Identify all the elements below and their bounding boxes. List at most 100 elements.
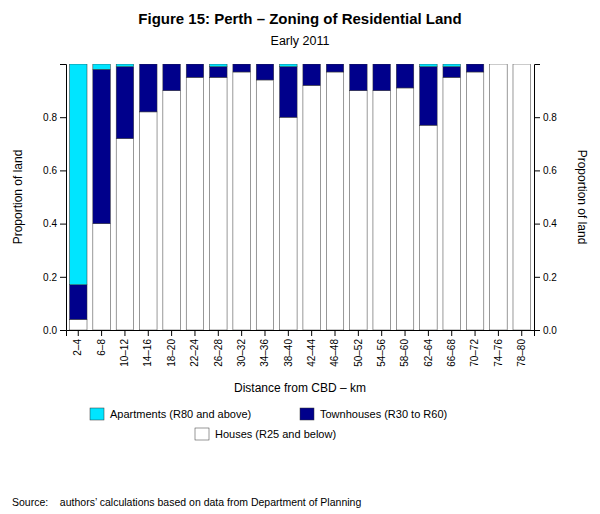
bar: [326, 72, 344, 330]
x-tick-line: [311, 330, 312, 336]
legend-swatch: [300, 408, 314, 420]
bar: [443, 67, 461, 78]
bar: [350, 64, 368, 65]
y2-axis: 0.0 0.2 0.4 0.6 0.8: [534, 65, 557, 336]
y-axis-line: [60, 65, 67, 331]
bar: [420, 64, 438, 67]
x-tick: 30–32: [236, 330, 247, 367]
legend-item: Townhouses (R30 to R60): [300, 408, 447, 420]
bar: [326, 64, 344, 65]
y2-tick-line: [534, 224, 540, 225]
x-tick-line: [405, 330, 406, 336]
x-tick: 50–52: [353, 330, 364, 367]
x-tick: 22–24: [189, 330, 200, 367]
bar: [350, 91, 368, 330]
legend: Apartments (R80 and above) Townhouses (R3…: [90, 408, 447, 440]
x-tick-line: [428, 330, 429, 336]
x-tick-line: [358, 330, 359, 336]
bar: [93, 224, 111, 330]
y2-tick: 0.8: [534, 112, 557, 123]
y-tick: 0.6: [43, 165, 66, 176]
x-tick-line: [241, 330, 242, 336]
x-tick: 58–60: [399, 330, 410, 367]
bar: [466, 64, 484, 65]
x-tick-label: 62–64: [423, 339, 434, 367]
y-tick-line: [60, 117, 66, 118]
bar: [490, 64, 508, 330]
x-tick: 2–4: [72, 330, 83, 356]
bar: [326, 64, 344, 72]
bar: [443, 77, 461, 330]
x-axis-title: Distance from CBD – km: [234, 381, 366, 395]
x-tick: 54–56: [376, 330, 387, 367]
bar: [280, 67, 298, 118]
x-tick-line: [264, 330, 265, 336]
x-tick-line: [475, 330, 476, 336]
y2-tick: 0.2: [534, 272, 557, 283]
y2-tick-line: [534, 170, 540, 171]
x-tick-label: 6–8: [96, 339, 107, 356]
legend-swatch: [195, 428, 209, 440]
bar: [303, 64, 321, 65]
x-tick-line: [218, 330, 219, 336]
y-axis: 0.00.20.40.60.8: [43, 65, 66, 336]
bar: [280, 64, 298, 67]
x-tick-label: 70–72: [469, 339, 480, 367]
y2-tick-label: 0.6: [543, 165, 557, 176]
bar: [140, 64, 158, 65]
bar: [186, 64, 204, 65]
y-tick-line: [60, 170, 66, 171]
bar: [70, 64, 88, 285]
bar: [280, 117, 298, 330]
x-tick-label: 66–68: [446, 339, 457, 367]
bar: [93, 69, 111, 223]
y2-tick-label: 0.4: [543, 218, 557, 229]
y2-tick-label: 0.8: [543, 112, 557, 123]
y2-tick-label: 0.0: [543, 325, 557, 336]
x-tick-label: 50–52: [353, 339, 364, 367]
x-tick-label: 42–44: [306, 339, 317, 367]
y2-tick: 0.4: [534, 218, 557, 229]
bar: [373, 64, 391, 65]
x-tick-line: [78, 330, 79, 336]
y-tick-label: 0.8: [43, 112, 57, 123]
y-tick-label: 0.6: [43, 165, 57, 176]
y-tick: 0.8: [43, 112, 66, 123]
x-tick: 18–20: [166, 330, 177, 367]
bar: [303, 64, 321, 85]
y-tick: 0.4: [43, 218, 66, 229]
bar: [210, 64, 228, 67]
subtitle: Early 2011: [271, 34, 330, 48]
legend-item: Houses (R25 and below): [195, 428, 336, 440]
legend-label: Houses (R25 and below): [215, 428, 336, 440]
x-tick: 14–16: [142, 330, 153, 367]
x-tick-line: [171, 330, 172, 336]
source: Source: authors’ calculations based on d…: [12, 496, 361, 508]
x-tick: 66–68: [446, 330, 457, 367]
bar: [443, 64, 461, 67]
bar: [233, 64, 251, 65]
x-tick-label: 58–60: [399, 339, 410, 367]
plot: 0.00.20.40.60.80.00.20.40.60.82–46–810–1…: [11, 64, 589, 395]
y-tick-label: 0.4: [43, 218, 57, 229]
legend-label: Townhouses (R30 to R60): [320, 408, 447, 420]
x-tick: 74–76: [493, 330, 504, 367]
x-tick-label: 30–32: [236, 339, 247, 367]
y2-tick-line: [534, 277, 540, 278]
series: [70, 64, 531, 330]
bar: [116, 138, 134, 330]
bar: [140, 64, 158, 112]
bar: [396, 88, 414, 330]
y2-axis-line: [535, 65, 541, 331]
bar: [210, 77, 228, 330]
x-tick-label: 22–24: [189, 339, 200, 367]
x-tick-line: [335, 330, 336, 336]
bar: [163, 64, 181, 91]
x-tick: 34–36: [259, 330, 270, 367]
bar: [256, 64, 274, 80]
y2-tick-label: 0.2: [543, 272, 557, 283]
legend-label: Apartments (R80 and above): [110, 408, 251, 420]
x-tick: 62–64: [423, 330, 434, 367]
x-axis-line: [67, 331, 535, 337]
bar: [70, 319, 88, 330]
